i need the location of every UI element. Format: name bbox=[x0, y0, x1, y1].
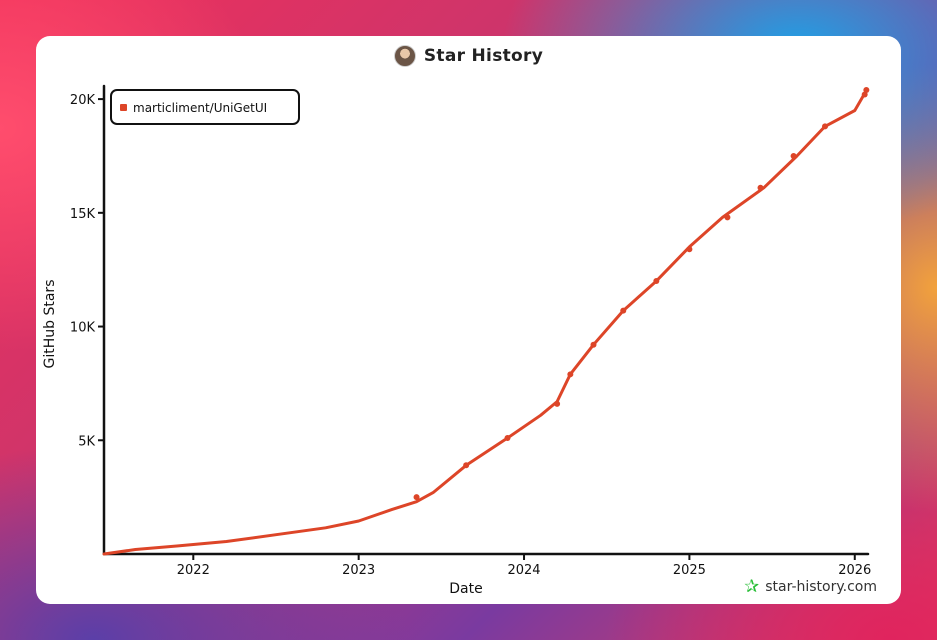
watermark-link[interactable]: ✰ star-history.com bbox=[744, 578, 877, 596]
series-point bbox=[653, 278, 660, 285]
legend-swatch bbox=[120, 104, 127, 111]
series-point bbox=[757, 184, 764, 191]
y-axis-label: GitHub Stars bbox=[42, 280, 58, 369]
legend-box bbox=[110, 89, 300, 125]
star-history-chart: 2022 2023 2024 2025 2026 5K 10K 15K 20K marticli… bbox=[42, 84, 871, 597]
chart-title: Star History bbox=[423, 46, 544, 66]
star-logo-icon: ✰ bbox=[744, 576, 760, 597]
series-line bbox=[102, 91, 867, 556]
y-tick-label: 20K bbox=[70, 93, 96, 108]
series-point bbox=[863, 87, 870, 93]
series-point bbox=[463, 462, 470, 469]
series-point bbox=[413, 494, 420, 501]
series-point bbox=[590, 341, 597, 348]
series-point bbox=[686, 246, 693, 253]
x-tick-label: 2023 bbox=[342, 563, 375, 578]
series-point bbox=[724, 214, 731, 221]
y-tick-label: 5K bbox=[78, 434, 95, 449]
legend-label: marticliment/UniGetUI bbox=[133, 101, 267, 115]
x-axis-label: Date bbox=[449, 581, 482, 597]
series-point bbox=[504, 435, 511, 441]
avatar bbox=[393, 45, 416, 67]
series-point bbox=[861, 91, 868, 98]
series-point bbox=[822, 123, 829, 130]
series-point bbox=[567, 371, 574, 378]
series-point bbox=[790, 152, 797, 159]
x-tick-label: 2022 bbox=[177, 563, 210, 578]
x-tick-label: 2024 bbox=[507, 563, 540, 578]
chart-card: Star History 2022 2023 2024 2025 2026 5K 10K 15… bbox=[36, 36, 901, 604]
watermark-text: star-history.com bbox=[765, 579, 877, 595]
series-point bbox=[554, 400, 561, 407]
y-tick-label: 15K bbox=[70, 207, 96, 222]
y-tick-label: 10K bbox=[70, 321, 96, 336]
chart-title-row: Star History bbox=[36, 42, 901, 70]
x-tick-label: 2025 bbox=[673, 563, 706, 578]
x-tick-label: 2026 bbox=[838, 563, 871, 578]
series-point bbox=[620, 307, 627, 314]
